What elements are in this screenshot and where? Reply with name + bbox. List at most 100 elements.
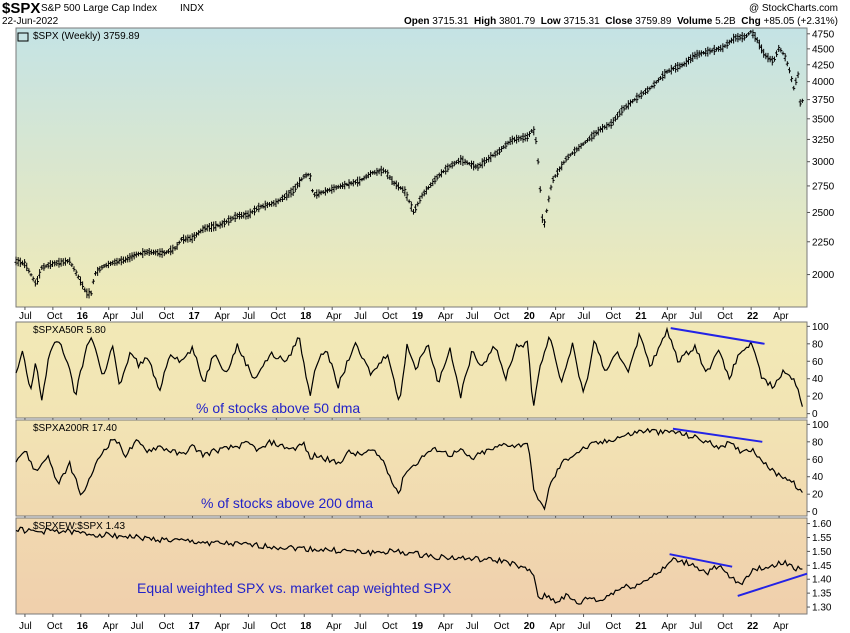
price-bar: [390, 176, 394, 185]
price-bar: [244, 210, 248, 220]
copyright: @ StockCharts.com: [748, 3, 838, 14]
price-bar: [235, 212, 239, 219]
price-bar: [283, 193, 287, 200]
price-bar: [386, 169, 390, 180]
x-tick-label: Apr: [550, 621, 566, 632]
price-bar: [173, 246, 177, 251]
price-bar: [742, 33, 746, 41]
price-bar: [482, 157, 486, 167]
price-bar: [590, 131, 594, 142]
x-tick-label: 22: [747, 621, 759, 632]
price-bar: [474, 163, 478, 170]
x-tick-label: Oct: [605, 311, 621, 322]
price-bar: [242, 211, 246, 219]
price-bar: [650, 84, 654, 89]
x-tick-label: Jul: [131, 621, 144, 632]
panel-1-y-tick-label: 20: [812, 392, 824, 403]
panel-3-y-tick-label: 1.40: [812, 575, 832, 586]
price-bar: [506, 140, 510, 146]
price-bar: [130, 252, 134, 261]
price-bar: [147, 247, 151, 256]
exchange-label: INDX: [180, 3, 204, 14]
price-bar: [276, 198, 280, 205]
price-bar: [450, 161, 454, 169]
price-bar: [293, 183, 297, 193]
price-bar: [384, 169, 388, 174]
x-tick-label: 16: [77, 311, 89, 322]
price-bar: [588, 135, 592, 142]
price-bar: [564, 156, 568, 163]
price-bar: [783, 53, 787, 62]
price-bar: [57, 257, 61, 268]
chg-value: +85.05 (+2.31%): [763, 16, 839, 27]
price-bar: [626, 100, 630, 110]
price-bar: [648, 86, 652, 91]
price-bar: [289, 187, 293, 198]
price-bar: [491, 153, 495, 158]
price-bar: [523, 133, 527, 142]
price-bar: [794, 77, 798, 86]
price-bar: [132, 251, 136, 260]
price-bar: [190, 233, 194, 244]
price-bar: [111, 260, 115, 266]
price-bar: [519, 135, 523, 141]
price-bar: [497, 147, 501, 155]
panel-3-y-tick-label: 1.60: [812, 519, 832, 530]
price-bar: [583, 140, 587, 144]
price-bar: [695, 49, 699, 60]
panel-0-y-tick-label: 2250: [812, 237, 835, 248]
price-bar: [44, 264, 48, 268]
price-bar: [616, 112, 620, 120]
price-bar: [620, 105, 624, 116]
price-bar: [156, 249, 160, 257]
price-bar: [540, 214, 544, 223]
price-bar: [725, 39, 729, 49]
x-tick-label: Oct: [494, 311, 510, 322]
price-bar: [169, 245, 173, 256]
price-bar: [613, 115, 617, 122]
x-tick-label: Oct: [47, 311, 63, 322]
price-bar: [755, 37, 759, 44]
price-bar: [575, 146, 579, 153]
price-bar: [487, 154, 491, 163]
open-label: Open: [403, 16, 430, 27]
price-bar: [401, 186, 405, 193]
panel-3-y-tick-label: 1.55: [812, 533, 832, 544]
x-tick-label: Apr: [773, 311, 789, 322]
price-bar: [201, 225, 205, 234]
price-bar: [179, 237, 183, 242]
price-bar: [749, 29, 753, 34]
price-bar: [669, 64, 673, 75]
price-bar: [691, 52, 695, 62]
price-bar: [693, 51, 697, 60]
x-tick-label: Apr: [773, 621, 789, 632]
price-bar: [229, 215, 233, 223]
price-bar: [684, 57, 688, 67]
price-bar: [570, 151, 574, 155]
panel-0-y-tick-label: 2750: [812, 181, 835, 192]
panel-3-y-tick-label: 1.45: [812, 561, 832, 572]
price-bar: [167, 248, 171, 254]
price-bar: [128, 253, 132, 263]
x-tick-label: Oct: [494, 621, 510, 632]
price-bar: [628, 99, 632, 107]
price-bar: [736, 32, 740, 43]
price-bar: [119, 256, 123, 266]
price-bar: [270, 200, 274, 207]
a50r-panel-legend: $SPXA50R 5.80: [33, 325, 106, 336]
price-bar: [407, 199, 411, 204]
price-bar: [184, 235, 188, 243]
panel-1-y-tick-label: 60: [812, 357, 824, 368]
price-bar: [702, 50, 706, 55]
price-bar: [214, 221, 218, 231]
price-bar: [770, 55, 774, 66]
price-bar: [467, 162, 471, 166]
x-tick-label: 18: [300, 621, 312, 632]
panel-1-y-tick-label: 40: [812, 374, 824, 385]
price-bar: [409, 201, 413, 212]
price-bar: [362, 175, 366, 181]
panel-0-background: [15, 27, 808, 308]
price-bar: [218, 221, 222, 229]
price-bar: [338, 183, 342, 189]
price-bar: [738, 34, 742, 41]
